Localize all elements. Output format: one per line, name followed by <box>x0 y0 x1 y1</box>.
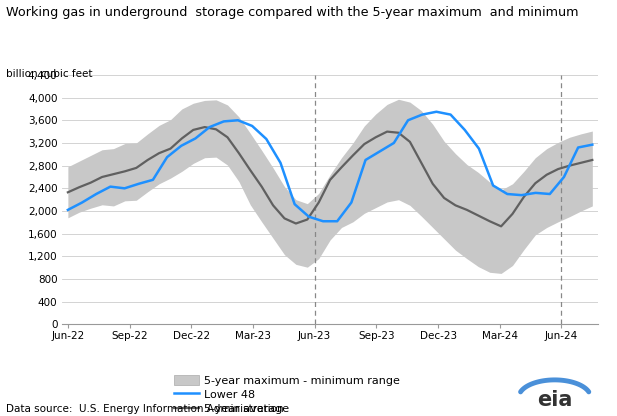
Text: Data source:  U.S. Energy Information Administration: Data source: U.S. Energy Information Adm… <box>6 404 284 414</box>
Text: Working gas in underground  storage compared with the 5-year maximum  and minimu: Working gas in underground storage compa… <box>6 6 579 19</box>
Text: eia: eia <box>537 390 573 410</box>
Text: billion cubic feet: billion cubic feet <box>6 69 93 79</box>
Legend: 5-year maximum - minimum range, Lower 48, 5-year average: 5-year maximum - minimum range, Lower 48… <box>174 375 400 414</box>
